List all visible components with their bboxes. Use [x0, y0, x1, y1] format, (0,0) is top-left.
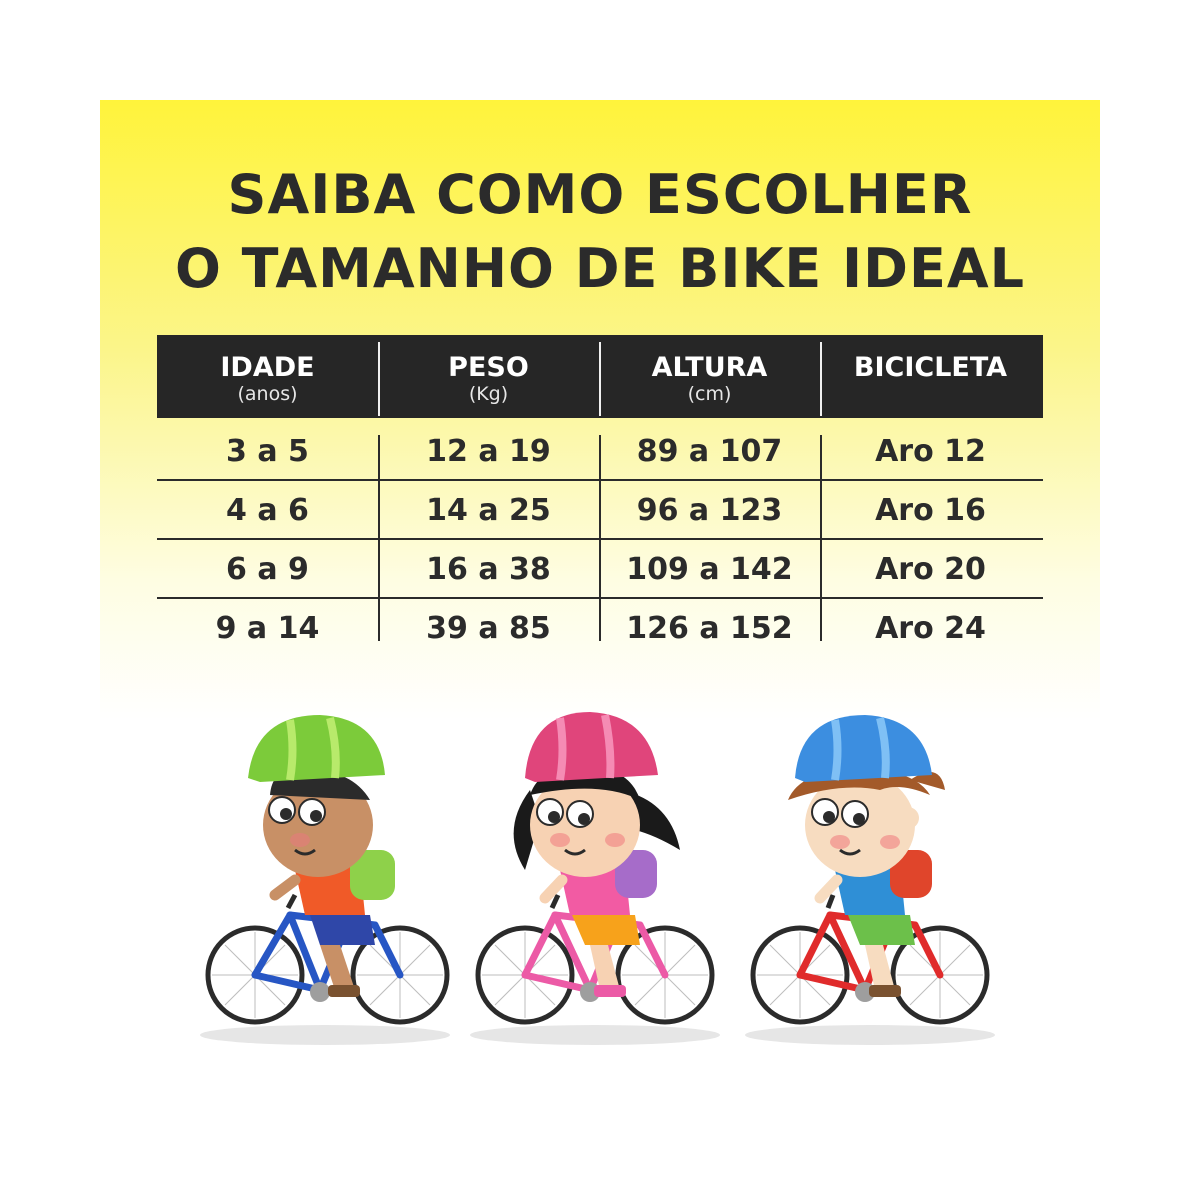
header-label: ALTURA: [651, 352, 768, 383]
cell-peso: 14 a 25: [426, 493, 551, 528]
cell-altura: 109 a 142: [626, 552, 793, 587]
column-divider: [378, 435, 380, 641]
header-bicicleta: BICICLETA: [820, 335, 1041, 418]
header-peso: PESO (Kg): [378, 335, 599, 418]
cell-idade: 3 a 5: [226, 434, 309, 469]
table-row: 9 a 14 39 a 85 126 a 152 Aro 24: [157, 600, 1043, 658]
kid-2-illustration: [475, 712, 715, 1025]
header-divider: [378, 342, 380, 416]
kid-3-illustration: [750, 715, 990, 1025]
header-label: PESO: [448, 352, 529, 383]
cell-peso: 39 a 85: [426, 611, 551, 646]
header-altura: ALTURA (cm): [599, 335, 820, 418]
cell-peso: 16 a 38: [426, 552, 551, 587]
column-divider: [820, 435, 822, 641]
header-label: BICICLETA: [853, 352, 1008, 383]
cell-peso: 12 a 19: [426, 434, 551, 469]
title-line-1: SAIBA COMO ESCOLHER: [227, 163, 973, 226]
table-row: 3 a 5 12 a 19 89 a 107 Aro 12: [157, 423, 1043, 481]
kids-riding-bicycles-icon: [200, 712, 995, 1045]
cell-idade: 9 a 14: [215, 611, 320, 646]
cell-altura: 96 a 123: [636, 493, 783, 528]
cell-idade: 6 a 9: [226, 552, 309, 587]
column-divider: [599, 435, 601, 641]
header-divider: [820, 342, 822, 416]
cell-bicicleta: Aro 24: [875, 611, 986, 646]
header-unit: (anos): [237, 383, 298, 405]
cell-altura: 89 a 107: [636, 434, 783, 469]
header-unit: (Kg): [468, 383, 509, 405]
cell-bicicleta: Aro 20: [875, 552, 986, 587]
kid-1-illustration: [205, 715, 450, 1025]
cell-altura: 126 a 152: [626, 611, 793, 646]
table-row: 4 a 6 14 a 25 96 a 123 Aro 16: [157, 482, 1043, 540]
cell-idade: 4 a 6: [226, 493, 309, 528]
title-line-2: O TAMANHO DE BIKE IDEAL: [174, 237, 1026, 300]
header-unit: (cm): [687, 383, 732, 405]
header-label: IDADE: [220, 352, 315, 383]
header-divider: [599, 342, 601, 416]
header-idade: IDADE (anos): [157, 335, 378, 418]
cell-bicicleta: Aro 12: [875, 434, 986, 469]
table-row: 6 a 9 16 a 38 109 a 142 Aro 20: [157, 541, 1043, 599]
cell-bicicleta: Aro 16: [875, 493, 986, 528]
